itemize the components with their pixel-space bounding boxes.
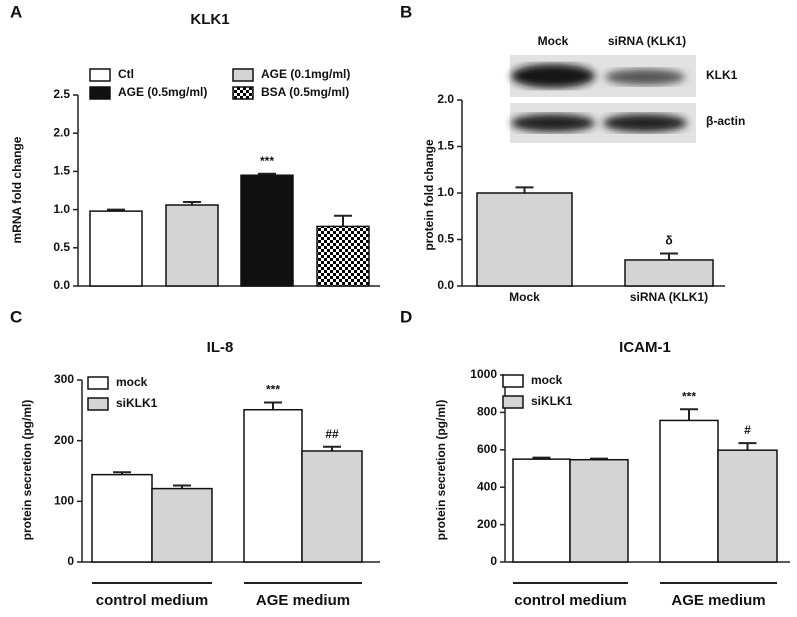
legend-swatch	[502, 395, 524, 409]
y-axis-label: mRNA fold change	[10, 136, 24, 243]
panel-label: D	[400, 307, 412, 326]
y-axis-label: protein fold change	[422, 139, 436, 251]
legend-label: mock	[531, 373, 563, 387]
y-tick-label: 0.5	[53, 240, 70, 254]
y-tick-label: 1.5	[53, 164, 70, 178]
legend-swatch	[89, 86, 111, 100]
bar	[301, 450, 363, 563]
significance-label: ***	[682, 389, 696, 403]
x-tick-label: AGE medium	[256, 592, 350, 609]
y-tick-label: 0	[67, 554, 74, 568]
blot-lane-label: Mock	[538, 34, 569, 48]
y-tick-label: 1.5	[437, 139, 454, 153]
y-tick-label: 2.0	[437, 92, 454, 106]
x-tick-label: AGE medium	[671, 592, 765, 609]
blot-band	[511, 64, 595, 88]
legend-swatch	[87, 397, 109, 411]
x-tick-label: control medium	[514, 592, 627, 609]
y-tick-label: 1.0	[437, 185, 454, 199]
legend-swatch	[89, 68, 111, 82]
blot-band	[605, 69, 685, 85]
legend-swatch	[87, 376, 109, 390]
legend-swatch	[232, 86, 254, 100]
panel-label: C	[10, 307, 22, 326]
x-tick-label: siRNA (KLK1)	[630, 290, 708, 304]
y-tick-label: 1000	[470, 367, 497, 381]
significance-label: ***	[266, 383, 280, 397]
y-axis-label: protein secretion (pg/ml)	[20, 400, 34, 541]
y-tick-label: 1.0	[53, 202, 70, 216]
y-tick-label: 200	[54, 433, 74, 447]
legend-swatch	[232, 68, 254, 82]
x-tick-label: Mock	[509, 290, 540, 304]
blot-band	[603, 114, 687, 132]
bar	[476, 192, 573, 287]
x-tick-label: control medium	[96, 592, 209, 609]
y-tick-label: 300	[54, 372, 74, 386]
bar	[151, 487, 213, 563]
bar	[569, 458, 629, 563]
legend-label: AGE (0.1mg/ml)	[261, 67, 350, 81]
legend-swatch	[502, 374, 524, 388]
bar	[659, 419, 719, 563]
legend-label: siKLK1	[531, 394, 573, 408]
blot-band-label: KLK1	[706, 68, 738, 82]
y-tick-label: 2.5	[53, 87, 70, 101]
y-tick-label: 400	[477, 479, 497, 493]
y-tick-label: 0.0	[437, 278, 454, 292]
y-tick-label: 200	[477, 517, 497, 531]
legend-label: siKLK1	[116, 396, 158, 410]
chart-title: ICAM-1	[619, 339, 671, 356]
panel-label: B	[400, 2, 412, 21]
bar	[717, 449, 778, 563]
y-tick-label: 100	[54, 494, 74, 508]
significance-label: ##	[325, 427, 339, 441]
bar	[243, 408, 303, 563]
legend-label: AGE (0.5mg/ml)	[118, 85, 207, 99]
chart-title: IL-8	[207, 339, 234, 356]
legend-label: Ctl	[118, 67, 134, 81]
bar	[91, 473, 153, 563]
y-tick-label: 0.5	[437, 232, 454, 246]
bar	[165, 204, 219, 287]
y-axis-label: protein secretion (pg/ml)	[434, 400, 448, 541]
western-blot	[510, 55, 696, 143]
significance-label: δ	[665, 234, 672, 248]
blot-band	[511, 114, 595, 132]
blot-lane-label: siRNA (KLK1)	[608, 34, 686, 48]
y-tick-label: 0.0	[53, 278, 70, 292]
bar	[240, 174, 294, 287]
significance-label: ***	[260, 154, 274, 168]
bar	[316, 225, 370, 287]
bar	[89, 210, 143, 287]
chart-title: KLK1	[190, 11, 229, 28]
blot-band-label: β-actin	[706, 114, 745, 128]
significance-label: #	[744, 423, 751, 437]
y-tick-label: 0	[490, 554, 497, 568]
legend-label: BSA (0.5mg/ml)	[261, 85, 349, 99]
y-tick-label: 600	[477, 442, 497, 456]
y-tick-label: 2.0	[53, 125, 70, 139]
bar	[624, 259, 714, 287]
bar	[512, 458, 571, 563]
y-tick-label: 800	[477, 405, 497, 419]
legend-label: mock	[116, 375, 148, 389]
panel-label: A	[10, 2, 22, 21]
